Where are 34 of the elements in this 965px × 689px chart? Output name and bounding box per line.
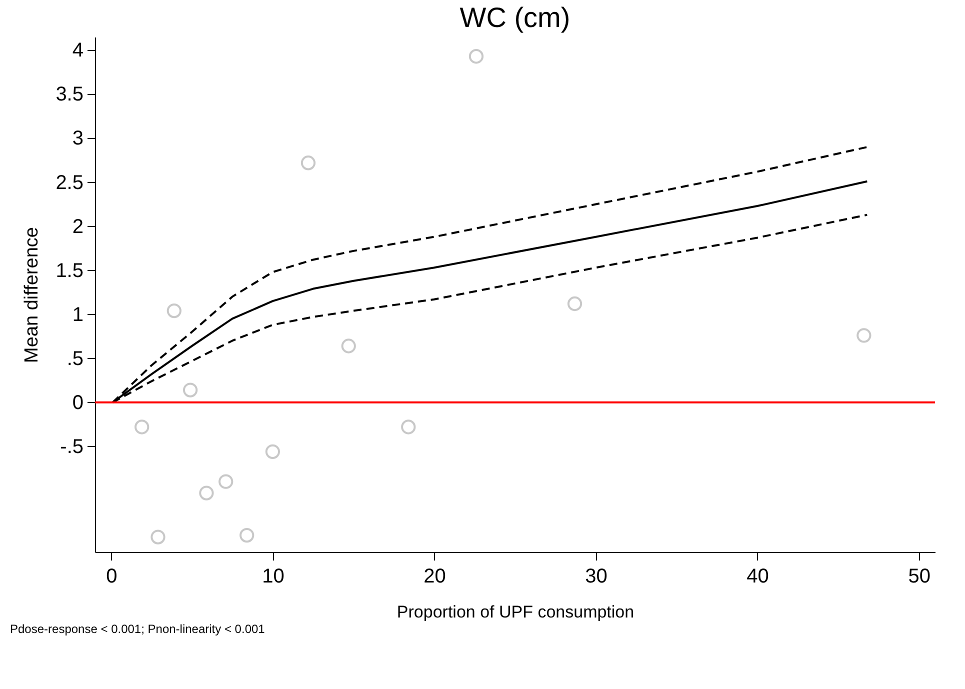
chart-title: WC (cm): [460, 2, 570, 33]
x-tick-label: 0: [106, 566, 118, 588]
y-tick-label: 3.5: [56, 84, 84, 106]
y-tick-label: 3: [72, 128, 84, 150]
x-tick-label: 30: [585, 566, 608, 588]
point: [240, 528, 254, 543]
y-tick-label: 1.5: [56, 260, 84, 282]
x-tick-label: 50: [908, 566, 930, 588]
x-tick-label: 10: [262, 566, 284, 588]
point: [182, 382, 198, 398]
point: [567, 296, 582, 312]
y-tick-label: 4: [72, 40, 84, 62]
y-tick-label: 0: [72, 392, 84, 414]
point: [166, 303, 182, 318]
point: [300, 156, 316, 170]
y-tick-label: 2: [72, 216, 84, 238]
y-tick-label: -.5: [60, 436, 84, 458]
text: Pdose-response < 0.001; Pnon-linearity < 0.001: [10, 622, 266, 636]
point: [150, 530, 166, 544]
point: [134, 420, 150, 434]
point: [856, 328, 872, 343]
point: [401, 420, 416, 434]
y-tick-label: .5: [66, 348, 84, 370]
point: [199, 486, 214, 500]
y-axis-title: Mean difference: [22, 227, 43, 363]
x-tick-label: 40: [746, 566, 769, 588]
point: [218, 474, 234, 489]
x-tick-label: 20: [424, 566, 446, 588]
point: [341, 338, 356, 354]
point: [265, 444, 280, 459]
y-tick-label: 2.5: [56, 172, 84, 194]
x-axis-title: Proportion of UPF consumption: [396, 602, 634, 622]
y-tick-label: 1: [72, 304, 84, 326]
point: [468, 49, 484, 64]
